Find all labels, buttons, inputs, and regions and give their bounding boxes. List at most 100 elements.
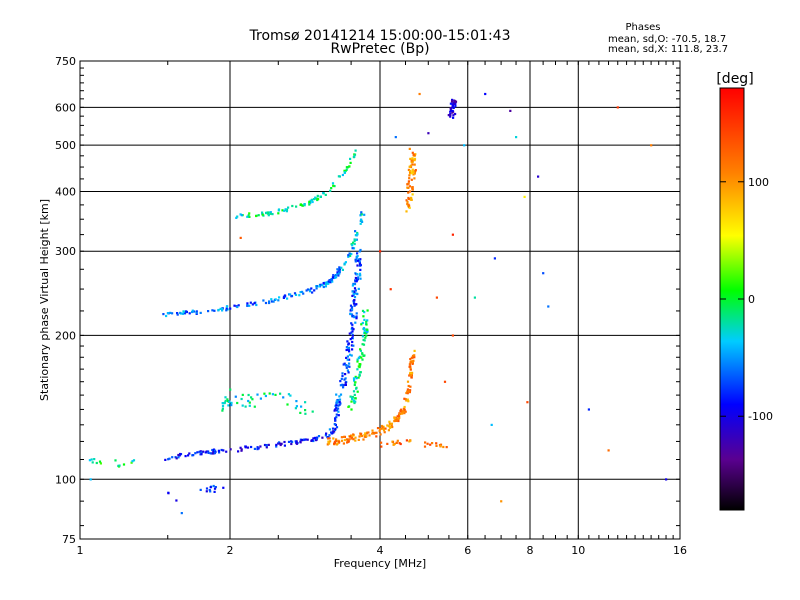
echo-point: [409, 358, 412, 361]
echo-point: [338, 400, 341, 404]
echo-point: [359, 222, 362, 225]
echo-point: [221, 309, 224, 312]
echo-point: [264, 394, 267, 398]
echo-point: [352, 438, 355, 441]
echo-point: [409, 165, 413, 169]
echo-point: [335, 413, 338, 416]
echo-point: [665, 478, 668, 481]
echo-point: [365, 331, 368, 334]
echo-point: [344, 261, 347, 264]
echo-point: [407, 186, 410, 189]
echo-point: [212, 450, 215, 454]
y-tick-label: 600: [55, 101, 76, 114]
echo-point: [404, 398, 407, 401]
echo-point: [342, 442, 345, 445]
echo-point: [248, 215, 251, 218]
echo-point: [360, 218, 363, 221]
echo-point: [413, 349, 416, 352]
echo-point: [356, 231, 359, 235]
echo-point: [408, 177, 411, 180]
echo-point: [484, 92, 487, 96]
echo-point: [175, 457, 178, 460]
echo-point: [334, 427, 337, 430]
echo-point: [352, 292, 355, 296]
echo-point: [246, 446, 250, 449]
echo-point: [355, 315, 358, 318]
echo-point: [360, 211, 363, 214]
echo-point: [268, 301, 271, 305]
echo-point: [354, 400, 357, 403]
echo-point: [279, 392, 282, 395]
echo-point: [537, 175, 540, 178]
echo-point: [411, 151, 414, 154]
echo-point: [287, 440, 291, 443]
echo-point: [289, 394, 292, 397]
echo-point: [355, 312, 358, 315]
echo-point: [403, 412, 406, 415]
echo-point: [368, 434, 371, 437]
echo-point: [335, 402, 338, 405]
echo-point: [278, 296, 281, 299]
echo-point: [407, 180, 410, 183]
colorbar-ticks: 100 0 -100: [720, 176, 773, 423]
echo-point: [304, 412, 307, 415]
echo-point: [394, 419, 397, 422]
echo-point: [359, 258, 362, 261]
echo-point: [324, 193, 327, 196]
echo-point: [225, 305, 228, 308]
echo-point: [328, 428, 331, 431]
echo-point: [361, 220, 364, 223]
echo-point: [171, 312, 174, 315]
echo-point: [351, 334, 354, 337]
echo-point: [331, 280, 334, 283]
echo-point: [358, 363, 361, 366]
echo-point: [191, 309, 194, 312]
echo-point: [183, 312, 187, 315]
echo-point: [413, 177, 416, 180]
echo-point: [413, 163, 416, 166]
echo-point: [409, 172, 412, 175]
echo-point: [177, 456, 180, 459]
echo-point: [418, 92, 421, 96]
echo-point: [391, 425, 394, 429]
echo-point: [450, 100, 454, 103]
echo-point: [184, 455, 187, 458]
echo-point: [339, 402, 342, 405]
echo-point: [357, 438, 360, 441]
echo-point: [360, 434, 363, 438]
echo-point: [351, 340, 354, 344]
echo-point: [405, 210, 408, 213]
echo-point: [405, 439, 408, 442]
echo-point: [413, 172, 416, 175]
echo-point: [351, 434, 354, 438]
echo-point: [326, 436, 329, 439]
echo-point: [337, 410, 340, 413]
echo-point: [167, 458, 170, 461]
echo-point: [347, 254, 350, 257]
echo-point: [221, 402, 224, 405]
echo-point: [353, 242, 356, 246]
echo-point: [251, 303, 254, 306]
echo-point: [399, 410, 402, 413]
echo-point: [188, 312, 191, 315]
echo-point: [334, 274, 338, 277]
echo-point: [277, 212, 280, 215]
echo-point: [303, 203, 306, 206]
echo-point: [283, 444, 286, 447]
echo-point: [342, 386, 345, 389]
echo-point: [352, 344, 355, 347]
echo-point: [391, 440, 394, 443]
echo-point: [401, 412, 404, 415]
echo-point: [200, 451, 203, 454]
echo-point: [340, 377, 343, 380]
echo-point: [407, 196, 410, 200]
echo-point: [325, 281, 328, 284]
echo-point: [162, 313, 165, 316]
echo-point: [403, 397, 406, 400]
echo-point: [214, 486, 217, 489]
echo-point: [435, 296, 438, 299]
echo-point: [275, 445, 278, 448]
echo-point: [463, 144, 466, 147]
colorbar-tick-label: 100: [748, 176, 769, 189]
